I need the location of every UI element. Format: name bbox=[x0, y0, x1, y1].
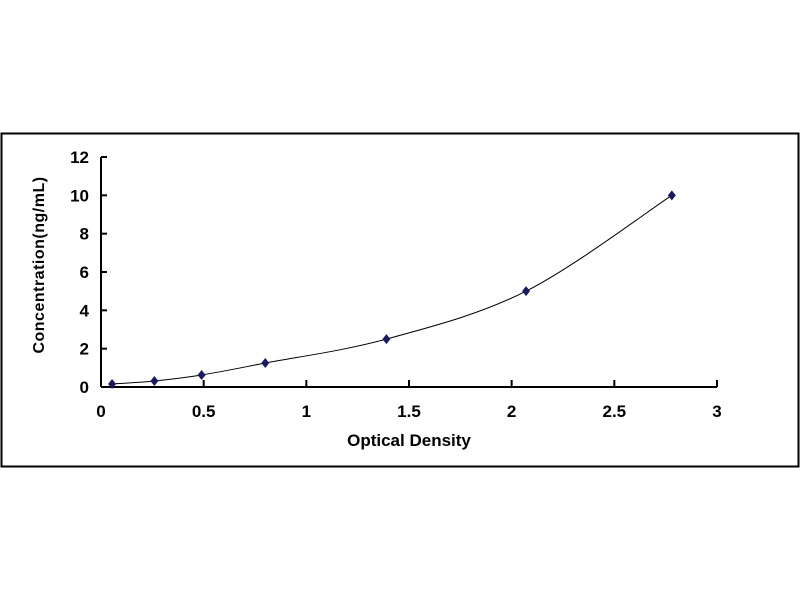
x-tick-label: 1.5 bbox=[397, 402, 421, 421]
y-tick-label: 10 bbox=[70, 186, 89, 205]
data-point bbox=[667, 190, 676, 201]
data-points bbox=[108, 190, 676, 390]
x-tick-label: 2 bbox=[507, 402, 516, 421]
x-tick-label: 3 bbox=[712, 402, 721, 421]
x-tick-label: 2.5 bbox=[603, 402, 627, 421]
x-tick-label: 0.5 bbox=[192, 402, 216, 421]
x-axis-label: Optical Density bbox=[347, 431, 471, 450]
y-tick-label: 4 bbox=[80, 301, 90, 320]
y-tick-label: 2 bbox=[80, 340, 89, 359]
y-tick-label: 12 bbox=[70, 148, 89, 167]
axes: 0 0.5 1 1.5 2 2.5 3 0 2 4 6 8 10 12 bbox=[70, 148, 722, 421]
x-tick-label: 0 bbox=[96, 402, 105, 421]
y-tick-label: 6 bbox=[80, 263, 89, 282]
data-point bbox=[150, 376, 159, 387]
data-point bbox=[522, 286, 531, 297]
fitted-curve bbox=[112, 194, 673, 385]
data-point bbox=[261, 358, 270, 369]
data-point bbox=[382, 334, 391, 345]
x-tick-label: 1 bbox=[302, 402, 311, 421]
y-tick-label: 0 bbox=[80, 378, 89, 397]
data-point bbox=[197, 370, 206, 381]
chart-frame bbox=[0, 132, 800, 468]
y-tick-label: 8 bbox=[80, 225, 89, 244]
data-point bbox=[108, 379, 117, 390]
y-axis-label: Concentration(ng/mL) bbox=[31, 176, 48, 353]
